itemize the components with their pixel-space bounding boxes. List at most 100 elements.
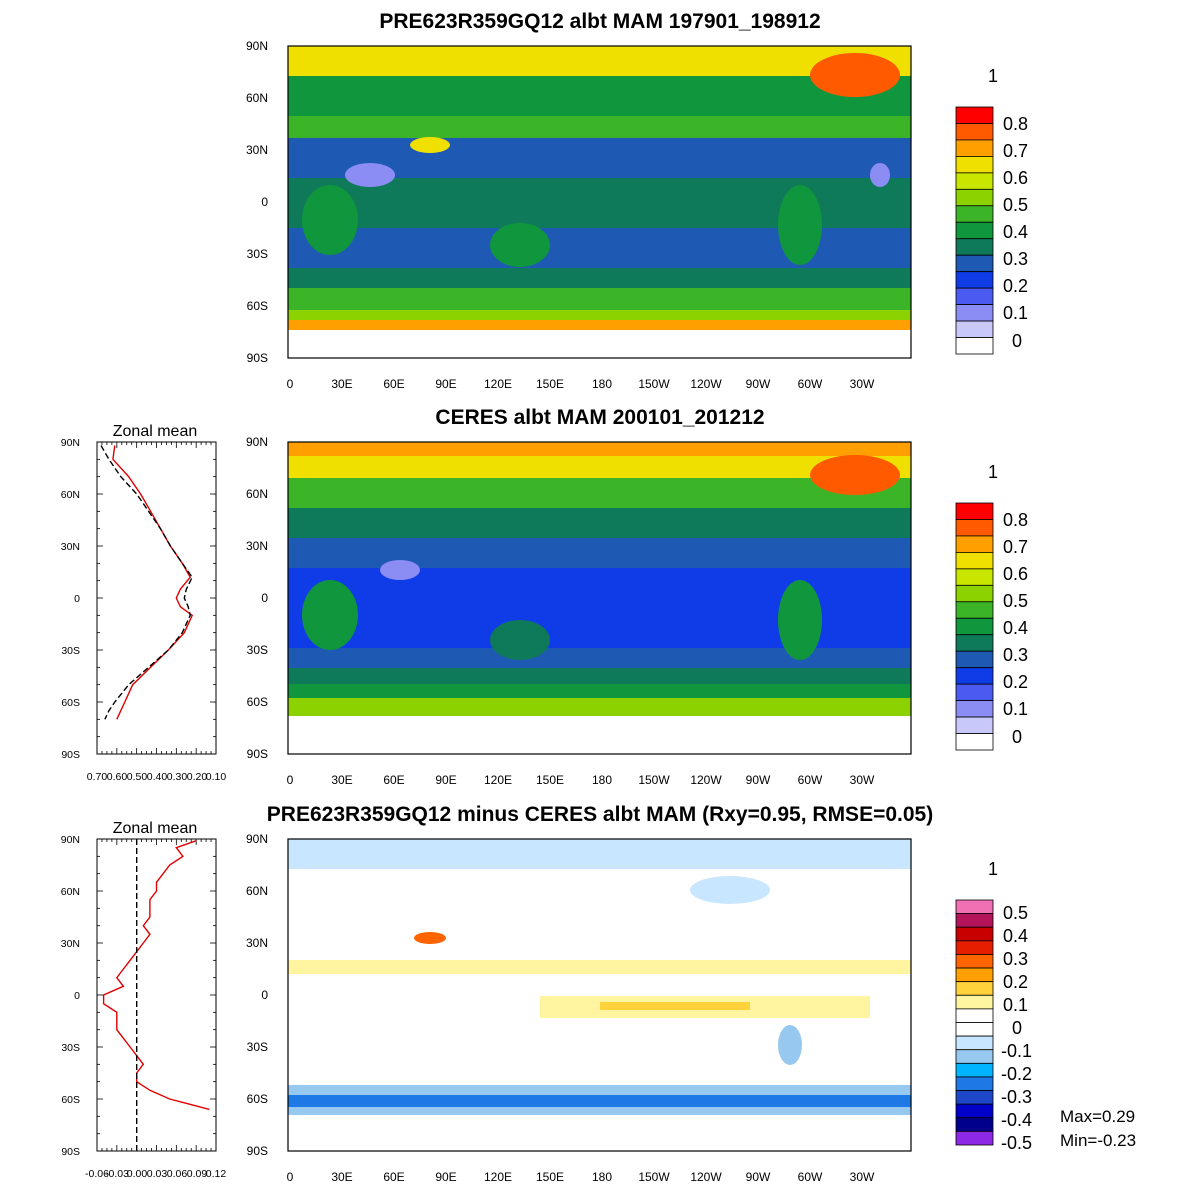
lat-tick: 30N — [61, 541, 80, 553]
x-tick: 0.09 — [187, 1168, 208, 1180]
colorbar-swatch — [955, 967, 994, 983]
colorbar-swatch — [955, 940, 994, 955]
colorbar-swatch — [955, 1117, 994, 1132]
min-stat: Min=-0.23 — [1060, 1131, 1136, 1150]
lon-tick: 0 — [287, 773, 294, 787]
lat-tick: 60S — [61, 697, 80, 709]
zonal-mean-minor-ticks — [96, 441, 217, 755]
lon-tick: 120E — [484, 773, 512, 787]
colorbar-label: 0.4 — [1003, 222, 1028, 242]
panel2-lat-ticks: 90N 60N 30N 0 30S 60S 90S — [246, 435, 268, 761]
lon-tick: 60W — [798, 773, 823, 787]
lon-tick: 30E — [331, 377, 352, 391]
colorbar-swatch — [955, 926, 994, 942]
colorbar-swatch — [955, 287, 994, 305]
colorbar-swatch — [955, 1103, 994, 1119]
panel2-colorbar — [955, 502, 994, 751]
panel1-map-frame — [287, 45, 912, 359]
lon-tick: 150E — [536, 773, 564, 787]
zonal-mean-series — [112, 445, 194, 720]
colorbar-label: -0.2 — [1001, 1064, 1032, 1084]
lat-tick: 60S — [61, 1094, 80, 1106]
colorbar-swatch — [955, 913, 994, 928]
colorbar-swatch — [955, 1008, 994, 1023]
lon-tick: 0 — [287, 377, 294, 391]
x-tick: 0.00 — [127, 1168, 148, 1180]
lon-tick: 150W — [638, 1170, 670, 1184]
lon-tick: 60E — [383, 377, 404, 391]
colorbar-swatch — [955, 139, 994, 157]
x-tick: -0.03 — [105, 1168, 129, 1180]
colorbar-swatch — [955, 502, 994, 520]
colorbar-swatch — [955, 1130, 994, 1146]
zonal-mean-x-ticks: -0.06 -0.03 0.00 0.03 0.06 0.09 0.12 — [85, 1168, 226, 1180]
lat-tick: 60N — [246, 487, 268, 501]
zonal-mean-series — [100, 445, 194, 720]
x-tick: 0.30 — [167, 771, 188, 783]
lon-tick: 90W — [746, 377, 771, 391]
colorbar-label: -0.3 — [1001, 1087, 1032, 1107]
lat-tick: 90N — [61, 834, 80, 846]
lat-tick: 0 — [261, 591, 268, 605]
lon-tick: 150E — [536, 377, 564, 391]
colorbar-label: 0.1 — [1003, 995, 1028, 1015]
colorbar-swatch — [955, 601, 994, 619]
panel3-lon-ticks: 0 30E 60E 90E 120E 150E 180 150W 120W 90… — [287, 1170, 875, 1184]
lon-tick: 120W — [690, 1170, 722, 1184]
panel2-title: CERES albt MAM 200101_201212 — [435, 406, 764, 429]
colorbar-swatch — [955, 1062, 994, 1078]
lon-tick: 30E — [331, 1170, 352, 1184]
lat-tick: 0 — [261, 195, 268, 209]
colorbar-swatch — [955, 1090, 994, 1105]
lat-tick: 90N — [246, 435, 268, 449]
lat-tick: 0 — [74, 990, 80, 1002]
zonal-mean-minor-ticks — [96, 838, 217, 1152]
lat-tick: 30N — [246, 143, 268, 157]
zonal-mean-frame — [96, 441, 217, 755]
lat-tick: 30S — [247, 643, 268, 657]
panel1-lon-ticks: 0 30E 60E 90E 120E 150E 180 150W 120W 90… — [287, 377, 875, 391]
colorbar-swatch — [955, 123, 994, 141]
colorbar-swatch — [955, 994, 994, 1010]
panel2-colorbar-unit: 1 — [988, 462, 998, 482]
lat-tick: 90S — [247, 747, 268, 761]
lon-tick: 60W — [798, 377, 823, 391]
colorbar-swatch — [955, 683, 994, 702]
colorbar-swatch — [955, 617, 994, 636]
panel3-lat-ticks: 90N 60N 30N 0 30S 60S 90S — [246, 832, 268, 1158]
zonal-mean-lines — [100, 445, 194, 720]
zonal-mean-series — [102, 840, 210, 1111]
panel2-map — [288, 442, 911, 754]
panel2-map-frame — [287, 441, 912, 755]
x-tick: 0.40 — [147, 771, 168, 783]
max-stat: Max=0.29 — [1060, 1107, 1135, 1126]
lon-tick: 0 — [287, 1170, 294, 1184]
lat-tick: 60S — [247, 1092, 268, 1106]
lon-tick: 90E — [435, 377, 456, 391]
lat-tick: 60S — [247, 695, 268, 709]
lon-tick: 30W — [850, 773, 875, 787]
zonal-mean-x-ticks: 0.70 0.60 0.50 0.40 0.30 0.20 0.10 — [87, 771, 227, 783]
colorbar-label: 0.3 — [1003, 645, 1028, 665]
panel3-colorbar-labels: 0.5 0.4 0.3 0.2 0.1 0 -0.1 -0.2 -0.3 -0.… — [1001, 903, 1032, 1153]
lon-tick: 30W — [850, 377, 875, 391]
lon-tick: 90E — [435, 1170, 456, 1184]
lat-tick: 90S — [61, 1146, 80, 1158]
panel2-colorbar-labels: 0.8 0.7 0.6 0.5 0.4 0.3 0.2 0.1 0 — [1003, 510, 1028, 747]
panel1-colorbar — [955, 106, 994, 355]
colorbar-swatch — [955, 667, 994, 685]
lon-tick: 120W — [690, 773, 722, 787]
colorbar-swatch — [955, 221, 994, 240]
panel1-colorbar-labels: 0.8 0.7 0.6 0.5 0.4 0.3 0.2 0.1 0 — [1003, 114, 1028, 351]
colorbar-swatch — [955, 1076, 994, 1091]
zonal-mean-lines — [102, 839, 210, 1151]
colorbar-label: -0.1 — [1001, 1041, 1032, 1061]
colorbar-swatch — [955, 304, 994, 322]
colorbar-label: -0.5 — [1001, 1133, 1032, 1153]
colorbar-swatch — [955, 650, 994, 669]
colorbar-swatch — [955, 568, 994, 586]
lat-tick: 90N — [61, 437, 80, 449]
colorbar-label: 0.8 — [1003, 114, 1028, 134]
colorbar-swatch — [955, 1035, 994, 1051]
